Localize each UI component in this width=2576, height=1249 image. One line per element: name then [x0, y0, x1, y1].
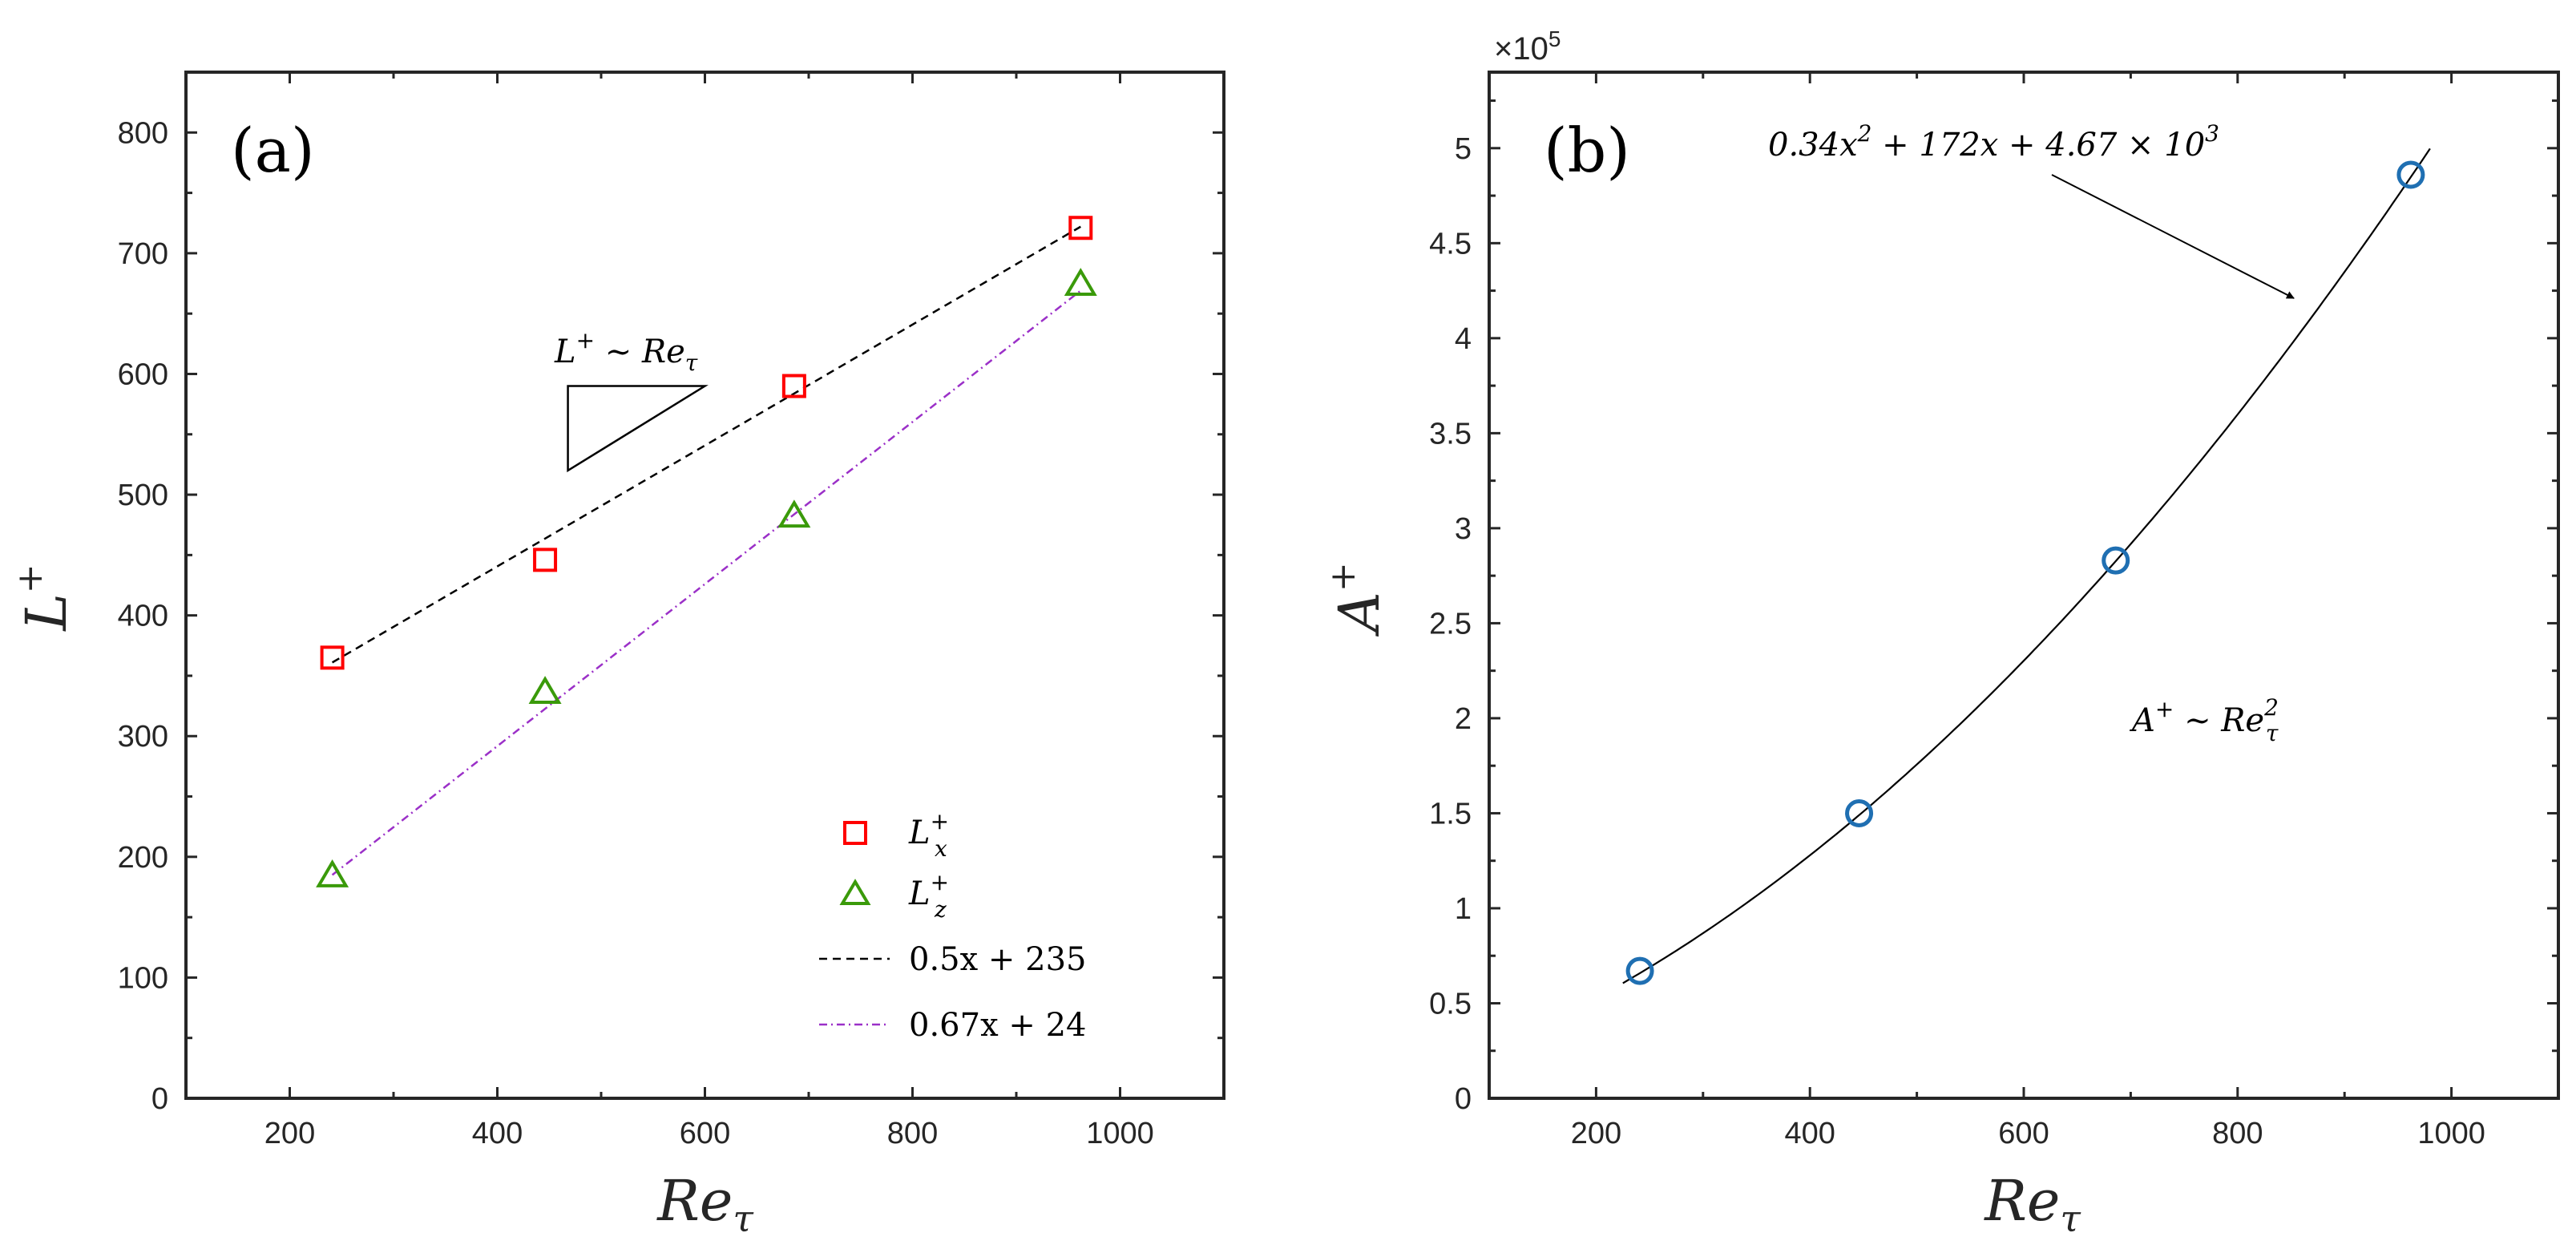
slope-triangle: [567, 385, 709, 473]
a-y-tick-label: 500: [118, 479, 168, 512]
a-y-axis-title: L+: [10, 564, 79, 632]
panel-a-label: (a): [231, 115, 315, 186]
b-y-tick-label: 4.5: [1429, 227, 1472, 261]
b-y-multiplier: ×105: [1494, 26, 1561, 67]
b-x-tick-label: 200: [1571, 1117, 1621, 1150]
annotation-fit-equation: 0.34x2 + 172x + 4.67 × 103: [1768, 120, 2219, 164]
annotation-l-plus-scaling: L+ ∼ Reτ: [554, 327, 698, 376]
a-y-tick-label: 0: [151, 1082, 168, 1116]
b-x-tick-label: 600: [1998, 1117, 2049, 1150]
a-y-tick-label: 600: [118, 358, 168, 391]
b-plot-frame: [1488, 71, 2560, 1100]
legend-label-fit-b: 0.67x + 24: [909, 1007, 1086, 1044]
legend-label-lx: L+ x: [908, 808, 949, 862]
a-y-tick-label: 400: [118, 600, 168, 633]
circle-marker: [2396, 160, 2425, 189]
a-y-tick-label: 700: [118, 237, 168, 271]
b-x-tick-label: 1000: [2417, 1117, 2485, 1150]
a-x-tick-label: 600: [680, 1117, 730, 1150]
legend-triangle-marker: [839, 879, 871, 905]
legend-square-marker: [843, 821, 867, 845]
a-legend: L+ x L+ z 0.5x + 235 0.67x + 24: [819, 808, 1086, 1044]
fit-line-3: [331, 289, 1082, 876]
a-tick-labels: 200 400 600 800 1000 0 100 200 300 400 500 600 700 80…: [118, 116, 1154, 1150]
panel-a: 200 400 600 800 1000 0 100 200 300 400 500 600 700 80…: [10, 71, 1225, 1240]
a-x-tick-label: 400: [472, 1117, 523, 1150]
triangle-marker: [777, 499, 811, 528]
b-tick-labels: 200 400 600 800 1000 0 0.5 1 1.5 2 2.5 3 3.5 4 4.5 5: [1429, 132, 2485, 1150]
panel-b: 200 400 600 800 1000 0 0.5 1 1.5 2 2.5 3 3.5 4 4.5 5 (b…: [1322, 26, 2560, 1240]
a-y-tick-label: 300: [118, 720, 168, 754]
a-x-axis-title: Reτ: [656, 1168, 754, 1240]
b-fit-curve: [1622, 148, 2431, 984]
a-y-tick-label: 200: [118, 841, 168, 875]
square-marker: [1068, 216, 1093, 241]
b-y-tick-label: 3.5: [1429, 417, 1472, 451]
b-x-axis-title: Reτ: [1983, 1168, 2081, 1240]
fit-line-2: [331, 225, 1081, 664]
b-x-tick-label: 400: [1784, 1117, 1835, 1150]
a-x-tick-label: 800: [887, 1117, 938, 1150]
b-y-tick-label: 4: [1455, 322, 1472, 356]
circle-marker: [1625, 956, 1654, 985]
b-markers: [1625, 160, 2425, 985]
triangle-marker: [316, 859, 349, 887]
b-y-tick-label: 1: [1455, 892, 1472, 926]
triangle-marker: [528, 676, 562, 705]
circle-marker: [2102, 546, 2130, 575]
legend-label-lz: L+ z: [908, 869, 949, 923]
b-axis-ticks: [1488, 72, 2560, 1100]
b-y-tick-label: 0.5: [1429, 987, 1472, 1021]
panel-b-label: (b): [1544, 115, 1630, 186]
annotation-area-scaling: A+ ∼ Re2 τ: [2129, 694, 2279, 746]
annotation-arrow: [2051, 174, 2295, 299]
a-plot-frame: [184, 71, 1225, 1100]
triangle-marker: [1064, 268, 1097, 297]
b-y-axis-title: A+: [1322, 562, 1392, 637]
b-y-tick-label: 2.5: [1429, 607, 1472, 641]
b-y-tick-label: 0: [1455, 1082, 1472, 1116]
b-x-tick-label: 800: [2212, 1117, 2263, 1150]
square-marker: [781, 374, 806, 398]
b-y-tick-label: 3: [1455, 512, 1472, 546]
b-y-tick-label: 2: [1455, 702, 1472, 736]
a-y-tick-label: 100: [118, 961, 168, 995]
a-x-tick-label: 1000: [1086, 1117, 1154, 1150]
a-markers: [316, 216, 1097, 887]
legend-label-fit-a: 0.5x + 235: [909, 941, 1086, 978]
a-y-tick-label: 800: [118, 116, 168, 150]
b-y-tick-label: 5: [1455, 132, 1472, 166]
b-y-tick-label: 1.5: [1429, 797, 1472, 831]
a-fit-lines: [331, 225, 1082, 876]
square-marker: [320, 645, 345, 670]
square-marker: [533, 548, 558, 572]
circle-marker: [1845, 798, 1874, 827]
a-x-tick-label: 200: [264, 1117, 315, 1150]
